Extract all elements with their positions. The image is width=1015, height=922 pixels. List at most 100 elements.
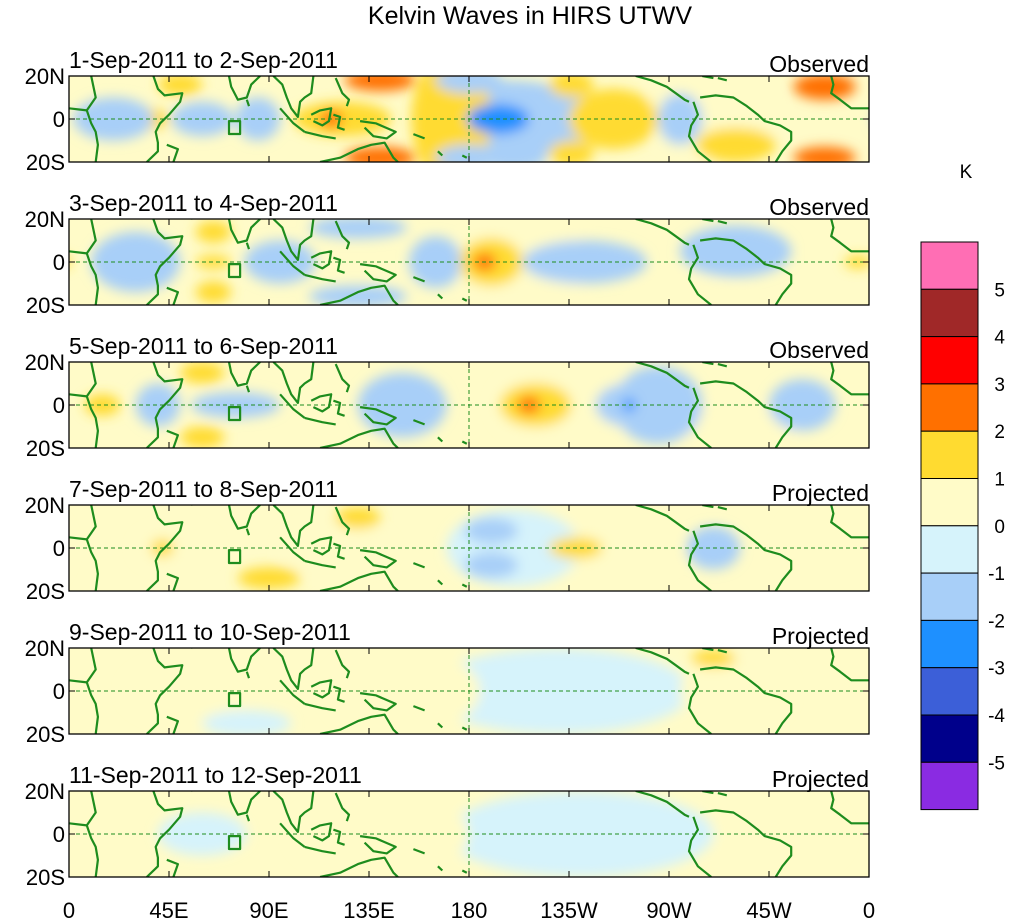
anomaly-blob — [691, 650, 736, 668]
coastline — [333, 828, 345, 846]
coastline — [359, 835, 397, 855]
coastline — [319, 284, 399, 305]
coastline — [437, 150, 444, 157]
coastline — [830, 791, 869, 825]
coastline — [272, 362, 315, 405]
coastline — [146, 219, 184, 305]
coastline — [635, 505, 690, 532]
anomaly-blob — [464, 517, 518, 544]
coastline — [304, 559, 336, 569]
lat-tick-label: 0 — [53, 822, 65, 847]
anomaly-blob — [669, 405, 803, 448]
coastline — [304, 130, 336, 140]
coastline — [461, 297, 468, 302]
coastline — [146, 648, 184, 734]
coastline — [830, 76, 869, 110]
coastline — [245, 242, 251, 250]
anomaly-blob — [335, 507, 381, 529]
coastline — [85, 791, 99, 877]
coastline — [717, 363, 728, 368]
coastline — [245, 814, 251, 822]
lat-tick-label: 20S — [26, 865, 65, 890]
coastline — [699, 237, 793, 305]
coastline — [272, 648, 315, 691]
lon-tick-label: 90E — [249, 898, 288, 922]
anomaly-blob — [202, 710, 292, 734]
coastline — [334, 77, 351, 107]
coastline — [413, 276, 425, 283]
anomaly-blob — [713, 791, 847, 877]
anomaly-blob — [925, 108, 969, 130]
coastline — [310, 822, 333, 842]
colorbar-label: -2 — [988, 611, 1005, 632]
coastline — [333, 542, 345, 560]
coastline — [85, 362, 99, 448]
coastline — [359, 549, 397, 569]
coastline — [146, 505, 184, 591]
coastline — [319, 713, 399, 734]
coastline — [279, 536, 306, 562]
colorbar-label: 1 — [994, 470, 1005, 491]
colorbar-label: 4 — [994, 328, 1005, 349]
panel-plot-area — [69, 791, 1015, 877]
anomaly-blob — [411, 76, 492, 162]
coastline — [279, 393, 306, 419]
coastline — [359, 692, 397, 712]
region-box — [227, 262, 242, 279]
lon-tick-label: 135E — [343, 898, 394, 922]
coastline — [461, 583, 468, 588]
coastline — [304, 702, 336, 712]
lat-tick-label: 20S — [26, 150, 65, 175]
colorbar-box — [920, 525, 979, 574]
coastline — [717, 77, 728, 82]
panel-period: 11-Sep-2011 to 12-Sep-2011 — [69, 762, 362, 788]
coastline — [437, 722, 444, 729]
coastline — [699, 523, 793, 591]
coastline — [437, 865, 444, 872]
lat-tick-label: 20S — [26, 722, 65, 747]
lat-tick-label: 20N — [25, 350, 65, 375]
panel-period: 9-Sep-2011 to 10-Sep-2011 — [69, 619, 351, 645]
panel-plot-area — [69, 505, 869, 591]
coastline — [166, 286, 180, 305]
colorbar-box — [920, 667, 979, 716]
coastline — [304, 273, 336, 283]
panel-plot-area — [69, 219, 869, 305]
anomaly-blob — [195, 255, 232, 269]
panel-plot-area — [0, 362, 869, 448]
coastline — [687, 816, 712, 877]
panel-plot-area — [69, 76, 969, 162]
region-box — [227, 405, 242, 422]
anomaly-blob — [958, 813, 1015, 856]
coastline — [310, 250, 333, 270]
colorbar-box — [920, 572, 979, 621]
panel-6: 20N 0 20S 11-Sep-2011 to 12-Sep-2011 Project… — [25, 762, 1015, 890]
coastline — [245, 528, 251, 536]
coastline — [334, 649, 351, 679]
colorbar-label: -3 — [988, 659, 1005, 680]
coastline — [687, 101, 712, 162]
region-box — [227, 548, 242, 565]
coastline — [227, 505, 261, 530]
coastline — [279, 250, 306, 276]
coastline — [635, 219, 690, 246]
colorbar-units: K — [960, 162, 973, 183]
coastline — [69, 250, 87, 255]
colorbar-label: 0 — [994, 517, 1005, 538]
panel-period: 1-Sep-2011 to 2-Sep-2011 — [69, 47, 338, 73]
anomaly-blob — [191, 392, 281, 418]
anomaly-blob — [0, 379, 36, 431]
anomaly-blob — [344, 146, 416, 162]
colorbar-box — [920, 714, 979, 763]
lon-tick-label: 45W — [746, 898, 791, 922]
coastline — [334, 792, 351, 822]
anomaly-blob — [135, 383, 181, 427]
coastline — [413, 133, 425, 140]
coastline — [437, 293, 444, 300]
coastline — [166, 429, 180, 448]
region-box — [227, 119, 242, 136]
lat-tick-label: 20S — [26, 293, 65, 318]
coastline — [687, 244, 712, 305]
